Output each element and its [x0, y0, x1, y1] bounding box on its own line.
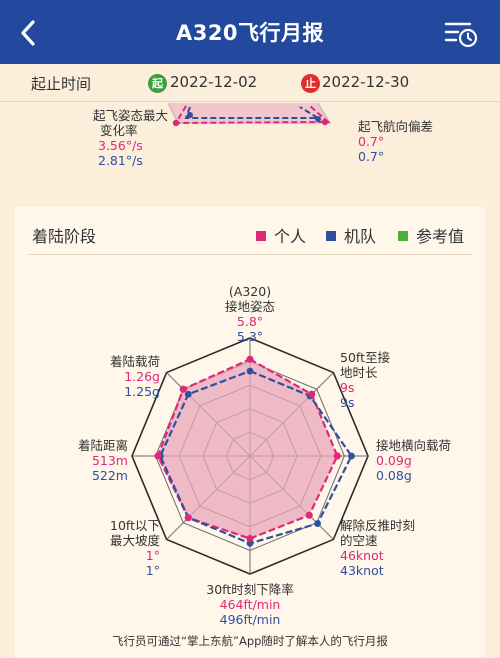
legend-personal-swatch: [256, 230, 266, 241]
start-date[interactable]: 2022-12-02: [170, 73, 258, 91]
axis-6-line1: 着陆距离: [77, 438, 128, 453]
axis-0-line1: (A320): [228, 284, 272, 299]
section-divider: [28, 254, 472, 255]
legend-personal[interactable]: 个人: [256, 223, 306, 247]
date-range-bar: 起止时间 起 2022-12-02 止 2022-12-30: [0, 64, 500, 102]
axis-0-personal: 5.8°: [236, 314, 264, 329]
axis-label-reverse-speed: 解除反推时刻 的空速 46knot 43knot: [340, 518, 415, 578]
start-date-badge: 起: [148, 74, 167, 93]
axis-label-touchdown-attitude: (A320) 接地姿态 5.8° 5.3°: [208, 284, 292, 344]
legend-reference[interactable]: 参考值: [398, 223, 464, 247]
axis-2-fleet: 0.08g: [376, 468, 412, 483]
axis-label-max-bank: 10ft以下 最大坡度 1° 1°: [100, 518, 160, 578]
axis-7-fleet: 1.25g: [124, 384, 160, 399]
axis-label-30ft-descent-rate: 30ft时刻下降率 464ft/min 496ft/min: [190, 582, 310, 627]
axis-6-personal: 513m: [91, 453, 128, 468]
page-title: A320飞行月报: [175, 21, 325, 45]
axis-3-fleet: 43knot: [340, 563, 384, 578]
list-clock-icon[interactable]: [444, 18, 478, 48]
axis-6-fleet: 522m: [91, 468, 128, 483]
takeoff-chart-partial: 起飞姿态最大 变化率 3.56°/s 2.81°/s 起飞航向偏差 0.7° 0…: [0, 103, 500, 198]
takeoff-left-label-1: 起飞姿态最大: [92, 108, 168, 123]
axis-5-line1: 10ft以下: [110, 518, 160, 533]
axis-3-personal: 46knot: [340, 548, 384, 563]
takeoff-right-fleet: 0.7°: [358, 149, 385, 164]
legend-fleet-swatch: [326, 230, 336, 241]
axis-1-fleet: 9s: [340, 395, 355, 410]
axis-4-line1: 30ft时刻下降率: [206, 582, 294, 597]
takeoff-right-personal: 0.7°: [358, 134, 385, 149]
axis-4-personal: 464ft/min: [219, 597, 281, 612]
axis-label-50ft-to-touchdown: 50ft至接 地时长 9s 9s: [340, 350, 390, 410]
axis-1-line2: 地时长: [340, 365, 378, 380]
landing-section-title: 着陆阶段: [32, 227, 97, 246]
date-range-label: 起止时间: [31, 75, 92, 93]
legend-fleet-label: 机队: [344, 227, 377, 246]
end-date[interactable]: 2022-12-30: [322, 73, 410, 91]
axis-3-line1: 解除反推时刻: [340, 518, 416, 533]
axis-2-personal: 0.09g: [376, 453, 412, 468]
axis-3-line2: 的空速: [340, 533, 378, 548]
takeoff-left-personal: 3.56°/s: [98, 138, 143, 153]
end-date-badge: 止: [301, 74, 320, 93]
axis-7-personal: 1.26g: [124, 369, 160, 384]
chevron-left-icon[interactable]: [14, 18, 44, 48]
axis-0-fleet: 5.3°: [236, 329, 264, 344]
axis-0-line2: 接地姿态: [224, 299, 275, 314]
axis-1-personal: 9s: [340, 380, 355, 395]
takeoff-left-label-2: 变化率: [100, 123, 138, 138]
legend-fleet[interactable]: 机队: [326, 223, 376, 247]
axis-4-fleet: 496ft/min: [219, 612, 281, 627]
axis-5-line2: 最大坡度: [109, 533, 160, 548]
axis-2-line1: 接地横向载荷: [376, 438, 452, 453]
legend-personal-label: 个人: [274, 227, 307, 246]
axis-label-lateral-load: 接地横向载荷 0.09g 0.08g: [376, 438, 451, 483]
takeoff-left-fleet: 2.81°/s: [98, 153, 143, 168]
axis-5-fleet: 1°: [145, 563, 160, 578]
footer-note: 飞行员可通过“掌上东航”App随时了解本人的飞行月报: [112, 634, 388, 648]
axis-7-line1: 着陆载荷: [109, 354, 160, 369]
axis-1-line1: 50ft至接: [340, 350, 390, 365]
legend-reference-swatch: [398, 230, 408, 241]
axis-label-landing-distance: 着陆距离 513m 522m: [62, 438, 128, 483]
axis-label-landing-load: 着陆载荷 1.26g 1.25g: [96, 354, 160, 399]
legend-reference-label: 参考值: [416, 227, 465, 246]
app-header: A320飞行月报: [0, 0, 500, 64]
axis-5-personal: 1°: [145, 548, 160, 563]
takeoff-right-label: 起飞航向偏差: [358, 119, 434, 134]
